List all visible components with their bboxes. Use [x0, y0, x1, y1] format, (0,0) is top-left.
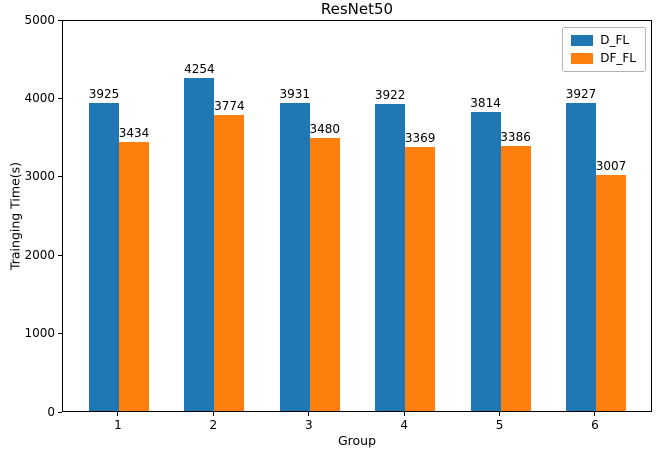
x-tick-label: 6	[591, 418, 599, 432]
legend-label: D_FL	[600, 33, 630, 47]
y-tick-label: 1000	[24, 326, 55, 341]
legend: D_FL DF_FL	[562, 27, 646, 72]
y-tick-label: 5000	[24, 12, 55, 27]
bar-d_fl-group-2	[184, 77, 215, 411]
bar-df_fl-group-4	[405, 146, 436, 411]
legend-label: DF_FL	[600, 51, 636, 65]
bar-value-label: 3925	[88, 87, 120, 102]
bar-value-label: 3774	[214, 99, 245, 114]
legend-item: DF_FL	[571, 52, 636, 65]
x-axis-label: Group	[337, 433, 377, 448]
bar-value-label: 3007	[595, 159, 627, 174]
bar-value-label: 3480	[309, 122, 341, 137]
x-tick-label: 2	[209, 418, 218, 432]
x-tick-mark	[117, 412, 119, 416]
x-tick-label: 3	[304, 418, 313, 432]
bar-df_fl-group-3	[309, 138, 340, 411]
bar-d_fl-group-3	[279, 102, 310, 411]
bar-value-label: 3434	[118, 125, 150, 140]
x-tick-mark	[308, 412, 310, 416]
bar-df_fl-group-2	[214, 115, 245, 411]
x-tick-mark	[594, 412, 596, 416]
bar-df_fl-group-1	[118, 141, 149, 411]
x-tick-mark	[499, 412, 501, 416]
bar-value-label: 3386	[500, 129, 531, 144]
y-tick-label: 4000	[24, 90, 55, 105]
x-tick-label: 5	[495, 418, 504, 432]
chart-title: ResNet50	[320, 0, 394, 18]
bar-value-label: 3814	[470, 95, 501, 110]
y-tick-label: 2000	[24, 247, 55, 262]
plot-area: 3925 3434 4254 3774 3931 3480 3922 3369 3814 3386…	[62, 20, 652, 412]
y-tick-mark	[58, 411, 62, 413]
bar-df_fl-group-6	[595, 175, 626, 411]
x-tick-mark	[212, 412, 214, 416]
bar-value-label: 3927	[565, 87, 597, 102]
y-tick-label: 3000	[24, 169, 55, 184]
bar-value-label: 4254	[184, 61, 215, 76]
bar-df_fl-group-5	[500, 145, 531, 411]
bar-d_fl-group-5	[470, 111, 501, 411]
bar-value-label: 3931	[279, 86, 311, 101]
bar-value-label: 3369	[404, 130, 436, 145]
x-tick-mark	[403, 412, 405, 416]
y-tick-mark	[58, 333, 62, 335]
y-tick-mark	[58, 176, 62, 178]
legend-swatch	[571, 53, 594, 64]
y-tick-mark	[58, 254, 62, 256]
y-tick-label: 0	[47, 404, 55, 419]
bar-d_fl-group-1	[88, 103, 119, 411]
bar-d_fl-group-6	[565, 103, 596, 411]
bar-d_fl-group-4	[375, 103, 406, 411]
y-tick-mark	[58, 97, 62, 99]
bar-value-label: 3922	[374, 87, 406, 102]
legend-item: D_FL	[571, 34, 636, 47]
x-tick-label: 1	[114, 418, 122, 432]
x-tick-label: 4	[400, 418, 408, 432]
legend-swatch	[571, 35, 594, 46]
y-tick-mark	[58, 19, 62, 21]
